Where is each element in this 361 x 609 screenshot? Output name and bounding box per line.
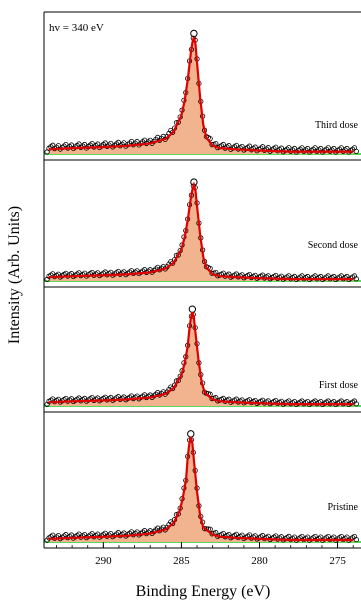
data-point: [353, 148, 359, 154]
data-point: [353, 276, 359, 282]
fit-curve: [48, 311, 354, 406]
data-point: [170, 129, 176, 135]
data-point-apex: [190, 29, 198, 38]
peak-component-fill: [48, 437, 354, 542]
peak-component-fill: [48, 37, 354, 154]
x-axis-title: Binding Energy (eV): [136, 583, 271, 600]
data-point: [209, 142, 215, 148]
panel-label: Second dose: [308, 240, 359, 251]
data-point: [353, 536, 359, 543]
photon-energy-annotation: hv = 340 eV: [49, 22, 104, 34]
data-point: [209, 270, 215, 276]
x-tick-label: 285: [173, 555, 190, 567]
panel-label: Third dose: [315, 120, 359, 131]
data-point-apex: [187, 430, 195, 438]
x-tick-label: 290: [95, 555, 112, 567]
panel-label: First dose: [319, 380, 359, 391]
data-point: [201, 525, 208, 532]
data-point: [209, 396, 215, 402]
y-axis-title: Intensity (Arb. Units): [6, 206, 23, 344]
panel-label: Pristine: [327, 502, 358, 513]
peak-component-fill: [48, 312, 354, 406]
x-tick-label: 275: [329, 555, 346, 567]
fit-curve: [48, 436, 354, 541]
data-point: [353, 401, 359, 407]
fit-curve: [48, 181, 354, 281]
peak-component-fill: [48, 185, 354, 281]
x-tick-label: 280: [251, 555, 268, 567]
plot-layer: Third dose Second dose First dose Pristine 2…: [43, 11, 361, 567]
data-point-apex: [188, 305, 197, 313]
fit-curve: [48, 36, 354, 153]
